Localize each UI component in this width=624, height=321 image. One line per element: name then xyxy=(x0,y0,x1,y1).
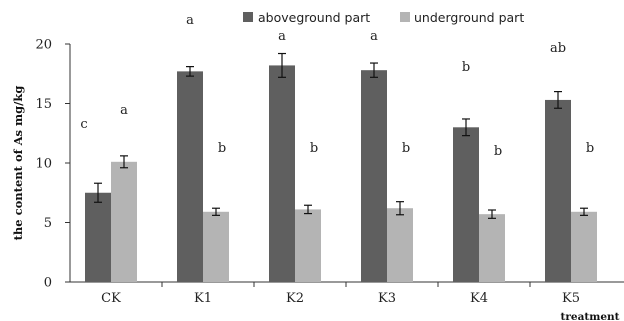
bar xyxy=(111,161,137,282)
legend-label-underground: underground part xyxy=(414,10,524,25)
bar xyxy=(387,208,413,282)
x-tick-label: K4 xyxy=(470,291,488,306)
y-tick-label: 0 xyxy=(44,276,52,291)
x-tick-label: CK xyxy=(101,291,121,306)
bar xyxy=(361,70,387,283)
legend-swatch-aboveground xyxy=(243,12,253,22)
bar xyxy=(177,71,203,283)
y-tick-label: 20 xyxy=(35,38,52,53)
bar xyxy=(453,127,479,282)
bar xyxy=(479,214,505,282)
significance-letter: b xyxy=(462,60,470,75)
legend-label-aboveground: aboveground part xyxy=(258,10,370,25)
significance-letter: a xyxy=(370,29,378,44)
bar xyxy=(85,192,111,282)
x-tick-label: K2 xyxy=(286,291,304,306)
legend-swatch-underground xyxy=(400,12,410,22)
x-axis-ticks: CK K1 K2 K3 K4 K5 xyxy=(101,282,580,306)
y-tick-label: 5 xyxy=(44,216,52,231)
significance-letter: ab xyxy=(550,41,566,56)
legend: aboveground part underground part xyxy=(243,10,524,25)
x-tick-label: K1 xyxy=(194,291,212,306)
significance-letter: b xyxy=(494,144,502,159)
y-tick-label: 10 xyxy=(35,157,52,172)
bar xyxy=(545,99,571,283)
y-axis-label: the content of As mg/kg xyxy=(11,86,25,241)
significance-letter: c xyxy=(80,117,87,132)
bar xyxy=(295,209,321,282)
y-tick-label: 15 xyxy=(35,97,52,112)
x-axis-label: treatment xyxy=(561,311,620,321)
significance-letter: b xyxy=(402,141,410,156)
significance-letter: b xyxy=(586,141,594,156)
x-tick-label: K3 xyxy=(378,291,396,306)
significance-letter: a xyxy=(278,29,286,44)
significance-letter: b xyxy=(218,141,226,156)
bar xyxy=(571,211,597,282)
y-axis-ticks: 0 5 10 15 20 xyxy=(35,38,70,291)
bar xyxy=(203,211,229,282)
x-tick-label: K5 xyxy=(562,291,580,306)
significance-letter: b xyxy=(310,141,318,156)
significance-letter: a xyxy=(186,13,194,28)
significance-letter: a xyxy=(120,103,128,118)
bar xyxy=(269,65,295,282)
